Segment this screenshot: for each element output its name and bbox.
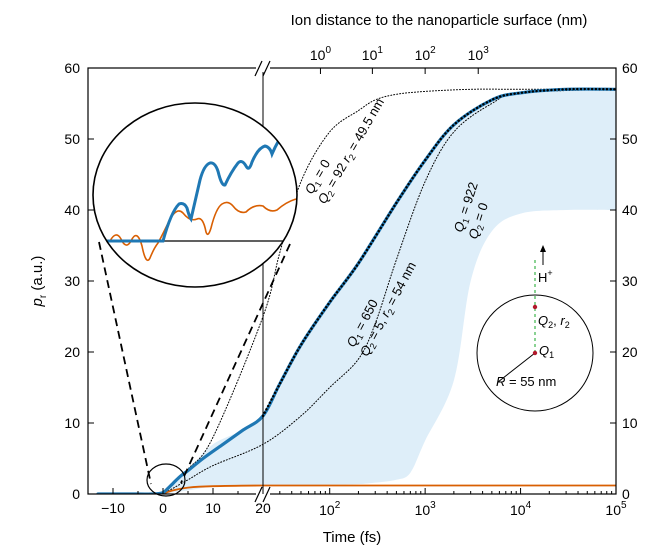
- y-tick-label-left: 30: [64, 273, 80, 289]
- x-tick-label: 20: [255, 500, 271, 516]
- shaded-band-layer: [163, 89, 616, 494]
- y-tick-label-left: 0: [72, 486, 80, 502]
- ion-label: H+: [538, 268, 553, 285]
- zoom-connector-right: [180, 243, 291, 484]
- ticks-layer: 0 0 10 10 20 20 30 30 40 40 50 50 60 60 −10 0 10 20 102 103…: [64, 45, 637, 518]
- top-tick-label: 102: [415, 45, 437, 63]
- svg-text:Q2 = 0: Q2 = 0: [465, 201, 493, 242]
- y-tick-label-left: 10: [64, 415, 80, 431]
- y-tick-label-right: 40: [622, 202, 638, 218]
- x-tick-label: 104: [510, 500, 532, 518]
- y-tick-label-right: 20: [622, 344, 638, 360]
- axis-break-mark: [254, 486, 263, 503]
- q1-label: Q1: [539, 343, 554, 360]
- series-line-2: [261, 87, 616, 418]
- y-tick-label-left: 20: [64, 344, 80, 360]
- x-tick-label: 0: [159, 500, 167, 516]
- axis-break-gap-top: [256, 64, 270, 72]
- axis-break-mark: [262, 486, 271, 503]
- y-tick-label-right: 50: [622, 131, 638, 147]
- top-tick-label: 101: [362, 45, 384, 63]
- series-line-4: [162, 88, 616, 494]
- x-tick-label: −10: [101, 500, 125, 516]
- q2-dot: [532, 304, 538, 310]
- svg-text:Q2 = 92 r2 = 49.5 nm: Q2 = 92 r2 = 49.5 nm: [314, 96, 388, 208]
- x-tick-label: 102: [319, 500, 341, 518]
- y-axis-label: pr (a.u.): [29, 256, 49, 308]
- y-tick-label-right: 30: [622, 273, 638, 289]
- x-tick-label: 103: [415, 500, 437, 518]
- y-tick-label-left: 60: [64, 60, 80, 76]
- axis-break-mark: [254, 60, 263, 77]
- nanoparticle-schematic: H+ Q2, r2 Q1 R = 55 nm: [476, 245, 594, 412]
- annotation-q1-0: Q1 = 0 Q2 = 92 r2 = 49.5 nm: [302, 96, 388, 208]
- shaded-band: [163, 89, 616, 494]
- zoom-connector-left: [98, 241, 152, 485]
- axis-break-mark: [262, 60, 271, 77]
- ion-arrow-head: [540, 245, 546, 252]
- series-line-3: [162, 88, 616, 494]
- x-tick-label: 10: [205, 500, 221, 516]
- x-tick-label: 105: [605, 500, 627, 518]
- x-axis-label: Time (fs): [323, 529, 382, 546]
- radius-label: R = 55 nm: [496, 374, 556, 389]
- y-tick-label-right: 10: [622, 415, 638, 431]
- y-tick-label-right: 0: [622, 486, 630, 502]
- y-tick-label-right: 60: [622, 60, 638, 76]
- zoom-inset-border: [92, 102, 298, 288]
- y-tick-label-left: 40: [64, 202, 80, 218]
- y-tick-label-left: 50: [64, 131, 80, 147]
- top-tick-label: 103: [468, 45, 490, 63]
- q2-r2-label: Q2, r2: [538, 313, 570, 330]
- top-tick-label: 100: [310, 45, 332, 63]
- top-axis-label: Ion distance to the nanoparticle surface…: [291, 12, 588, 29]
- series-line-1: [97, 484, 616, 494]
- zoom-inset-orange-curve: [97, 198, 297, 262]
- zoom-region-circle: [146, 463, 186, 497]
- zoom-inset-blue-curve: [97, 129, 289, 243]
- zoom-inset: [92, 102, 298, 288]
- radius-line: [497, 352, 536, 383]
- q1-dot: [532, 350, 538, 356]
